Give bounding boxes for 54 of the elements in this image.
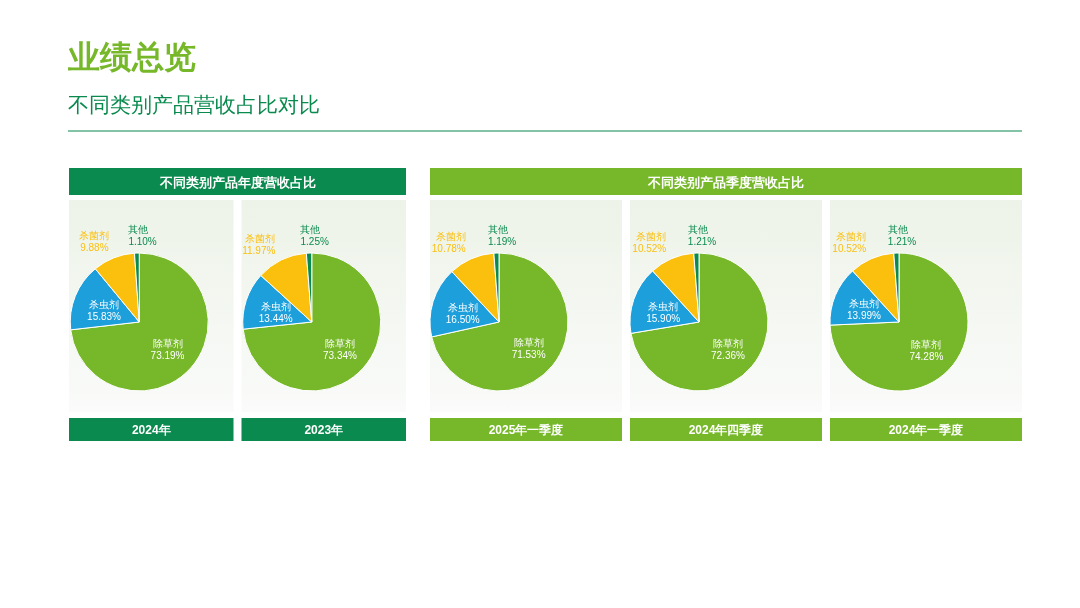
text: 不同类别产品年度营收占比 — [158, 175, 316, 190]
text: 2025年一季度 — [488, 423, 564, 437]
slice-label: 除草剂 — [712, 337, 743, 349]
text: 2024年 — [131, 423, 171, 437]
slice-label: 除草剂 — [513, 336, 544, 348]
slice-label: 杀虫剂 — [648, 300, 679, 312]
data-label: 16.50% — [445, 313, 480, 325]
text: 2024年一季度 — [888, 423, 964, 437]
data-label: 15.90% — [646, 312, 681, 324]
pie-slice — [630, 252, 769, 392]
data-label: 72.36% — [711, 349, 746, 361]
slice-label: 杀菌剂 — [435, 231, 466, 243]
data-label: 1.10% — [128, 236, 157, 248]
slice-label: 其他 — [687, 224, 708, 236]
data-label: 1.19% — [487, 236, 517, 248]
slice-label: 杀虫剂 — [260, 301, 291, 313]
slice-label: 其他 — [128, 224, 149, 236]
data-label: 1.21% — [887, 236, 917, 248]
data-label: 71.53% — [511, 348, 546, 360]
slice-label: 杀虫剂 — [447, 301, 478, 313]
text: 业绩总览 — [67, 39, 196, 75]
text: 2023年 — [304, 423, 344, 437]
slice-label: 杀菌剂 — [245, 232, 276, 244]
slice-label: 其他 — [487, 224, 508, 236]
data-label: 1.25% — [300, 236, 329, 248]
slice-label: 杀虫剂 — [89, 298, 120, 310]
slice-label: 杀菌剂 — [78, 230, 109, 242]
data-label: 11.97% — [242, 244, 276, 256]
slice-label: 除草剂 — [911, 339, 942, 351]
pie-slice — [70, 252, 209, 392]
chart-subtitle: 不同类别产品季度营收占比 — [647, 175, 804, 190]
data-label: 73.19% — [150, 350, 185, 362]
slice-label: 除草剂 — [152, 338, 183, 350]
pie-slice — [431, 252, 569, 392]
data-label: 73.34% — [322, 350, 358, 362]
text: 2024年四季度 — [688, 423, 764, 437]
pie-slice — [242, 252, 382, 392]
slice-label: 其他 — [887, 224, 908, 236]
data-label: 10.52% — [632, 242, 667, 254]
data-label: 13.44% — [258, 313, 293, 325]
slice-label: 杀虫剂 — [848, 298, 879, 310]
text: 不同类别产品营收占比对比 — [68, 93, 320, 116]
data-label: 74.28% — [909, 351, 944, 363]
slice-label: 杀菌剂 — [836, 230, 867, 242]
data-label: 10.78% — [431, 243, 466, 255]
slice-label: 除草剂 — [324, 338, 355, 350]
data-label: 10.52% — [832, 242, 867, 254]
data-label: 13.99% — [847, 310, 882, 322]
slice-label: 杀菌剂 — [636, 230, 667, 242]
data-label: 9.88% — [80, 242, 109, 254]
slice-label: 其他 — [300, 224, 321, 236]
data-label: 1.21% — [687, 236, 717, 248]
pie-slice — [829, 252, 969, 392]
data-label: 15.83% — [87, 310, 122, 322]
